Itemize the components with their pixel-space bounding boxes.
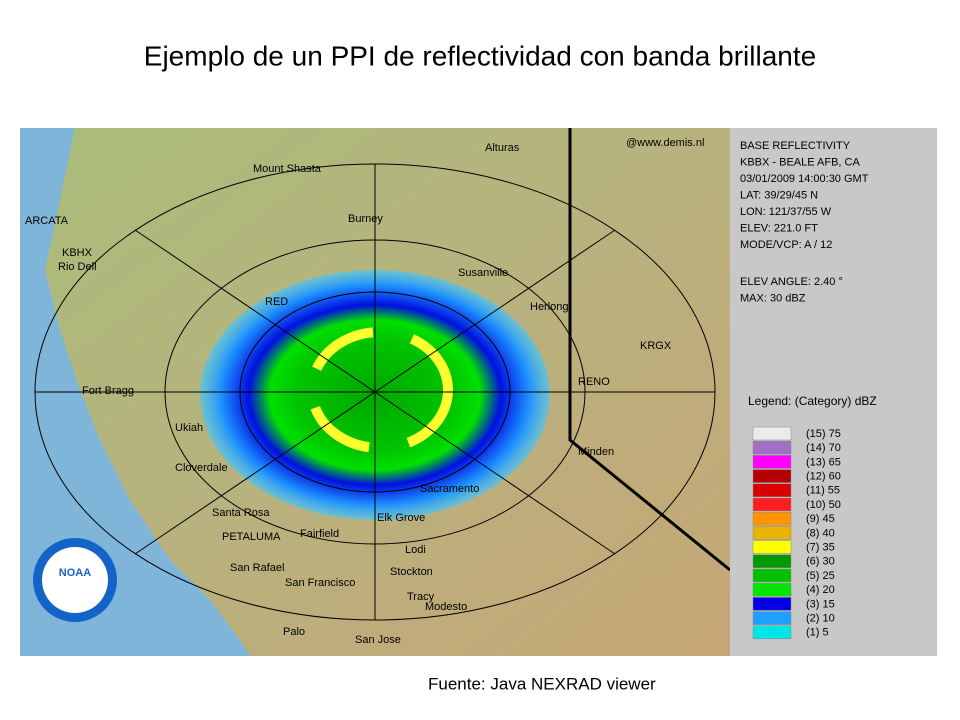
legend-swatch bbox=[752, 440, 792, 455]
info-line: ELEV ANGLE: 2.40 ° bbox=[740, 276, 843, 288]
map-label: ARCATA bbox=[25, 215, 69, 227]
legend: (15) 75 (14) 70 (13) 65 (12) 60 (11) 55 (10) … bbox=[752, 426, 841, 640]
legend-label: (2) 10 bbox=[806, 613, 835, 625]
map-label: Alturas bbox=[485, 142, 520, 154]
map-label: Santa Rosa bbox=[212, 507, 270, 519]
legend-swatch bbox=[752, 611, 792, 625]
map-label: Herlong bbox=[530, 301, 569, 313]
map-label: Mount Shasta bbox=[253, 163, 322, 175]
legend-label: (10) 50 bbox=[806, 499, 841, 511]
legend-swatch bbox=[752, 526, 792, 540]
legend-label: (12) 60 bbox=[806, 471, 841, 483]
map-label: KBHX bbox=[62, 247, 93, 259]
map-label: Tracy bbox=[407, 591, 435, 603]
source-note: Fuente: Java NEXRAD viewer bbox=[428, 674, 656, 693]
map-label: San Rafael bbox=[230, 562, 284, 574]
info-line: MAX: 30 dBZ bbox=[740, 292, 806, 304]
radar-map: NOAA @www.demis.nl Alturas Mount Shasta AR… bbox=[20, 128, 731, 656]
legend-swatch bbox=[752, 540, 792, 554]
info-line: BASE REFLECTIVITY bbox=[740, 140, 851, 152]
legend-title: Legend: (Category) dBZ bbox=[748, 394, 877, 408]
map-label: Fairfield bbox=[300, 528, 339, 540]
legend-label: (8) 40 bbox=[806, 527, 835, 539]
map-label: Sacramento bbox=[420, 483, 479, 495]
legend-label: (1) 5 bbox=[806, 627, 829, 639]
info-line: LAT: 39/29/45 N bbox=[740, 189, 818, 201]
legend-label: (5) 25 bbox=[806, 570, 835, 582]
legend-swatch bbox=[752, 483, 792, 498]
map-label: Susanville bbox=[458, 267, 508, 279]
legend-swatch bbox=[752, 568, 792, 583]
map-label: Burney bbox=[348, 213, 383, 225]
map-label: Modesto bbox=[425, 601, 467, 613]
legend-label: (11) 55 bbox=[806, 485, 840, 497]
map-labels: Alturas Mount Shasta ARCATA KBHX Rio Dell Bur… bbox=[25, 142, 672, 646]
legend-label: (3) 15 bbox=[806, 598, 835, 610]
legend-swatch bbox=[752, 455, 792, 469]
map-label: Minden bbox=[578, 446, 614, 458]
map-label: RENO bbox=[578, 376, 610, 388]
slide-title: Ejemplo de un PPI de reflectividad con b… bbox=[144, 40, 816, 71]
legend-swatch bbox=[752, 426, 792, 441]
map-label: Stockton bbox=[390, 566, 433, 578]
map-label: Cloverdale bbox=[175, 462, 228, 474]
legend-swatch bbox=[752, 625, 792, 640]
info-line: ELEV: 221.0 FT bbox=[740, 222, 818, 234]
map-label: PETALUMA bbox=[222, 531, 281, 543]
map-label: Ukiah bbox=[175, 422, 203, 434]
map-label: Rio Dell bbox=[58, 261, 97, 273]
legend-label: (13) 65 bbox=[806, 456, 841, 468]
info-line: KBBX - BEALE AFB, CA bbox=[740, 156, 860, 168]
legend-label: (4) 20 bbox=[806, 584, 835, 596]
map-label: Palo bbox=[283, 626, 305, 638]
map-label: San Jose bbox=[355, 634, 401, 646]
legend-label: (7) 35 bbox=[806, 542, 835, 554]
map-label: Elk Grove bbox=[377, 512, 425, 524]
legend-swatch bbox=[752, 497, 792, 512]
legend-label: (6) 30 bbox=[806, 556, 835, 568]
info-line: LON: 121/37/55 W bbox=[740, 206, 832, 218]
info-line: 03/01/2009 14:00:30 GMT bbox=[740, 173, 869, 185]
legend-label: (9) 45 bbox=[806, 513, 835, 525]
map-label: KRGX bbox=[640, 340, 672, 352]
legend-swatch bbox=[752, 511, 792, 526]
legend-label: (15) 75 bbox=[806, 428, 841, 440]
map-label: Fort Bragg bbox=[82, 385, 134, 397]
map-label: RED bbox=[265, 296, 288, 308]
info-line: MODE/VCP: A / 12 bbox=[740, 239, 832, 251]
legend-label: (14) 70 bbox=[806, 442, 841, 454]
map-credit: @www.demis.nl bbox=[626, 137, 704, 149]
legend-swatch bbox=[752, 554, 792, 569]
info-lines: BASE REFLECTIVITY KBBX - BEALE AFB, CA 03/… bbox=[740, 140, 869, 305]
legend-swatch bbox=[752, 582, 792, 597]
map-label: Lodi bbox=[405, 544, 426, 556]
legend-swatch bbox=[752, 597, 792, 611]
noaa-logo: NOAA bbox=[59, 567, 91, 579]
legend-swatch bbox=[752, 469, 792, 483]
map-label: San Francisco bbox=[285, 577, 355, 589]
